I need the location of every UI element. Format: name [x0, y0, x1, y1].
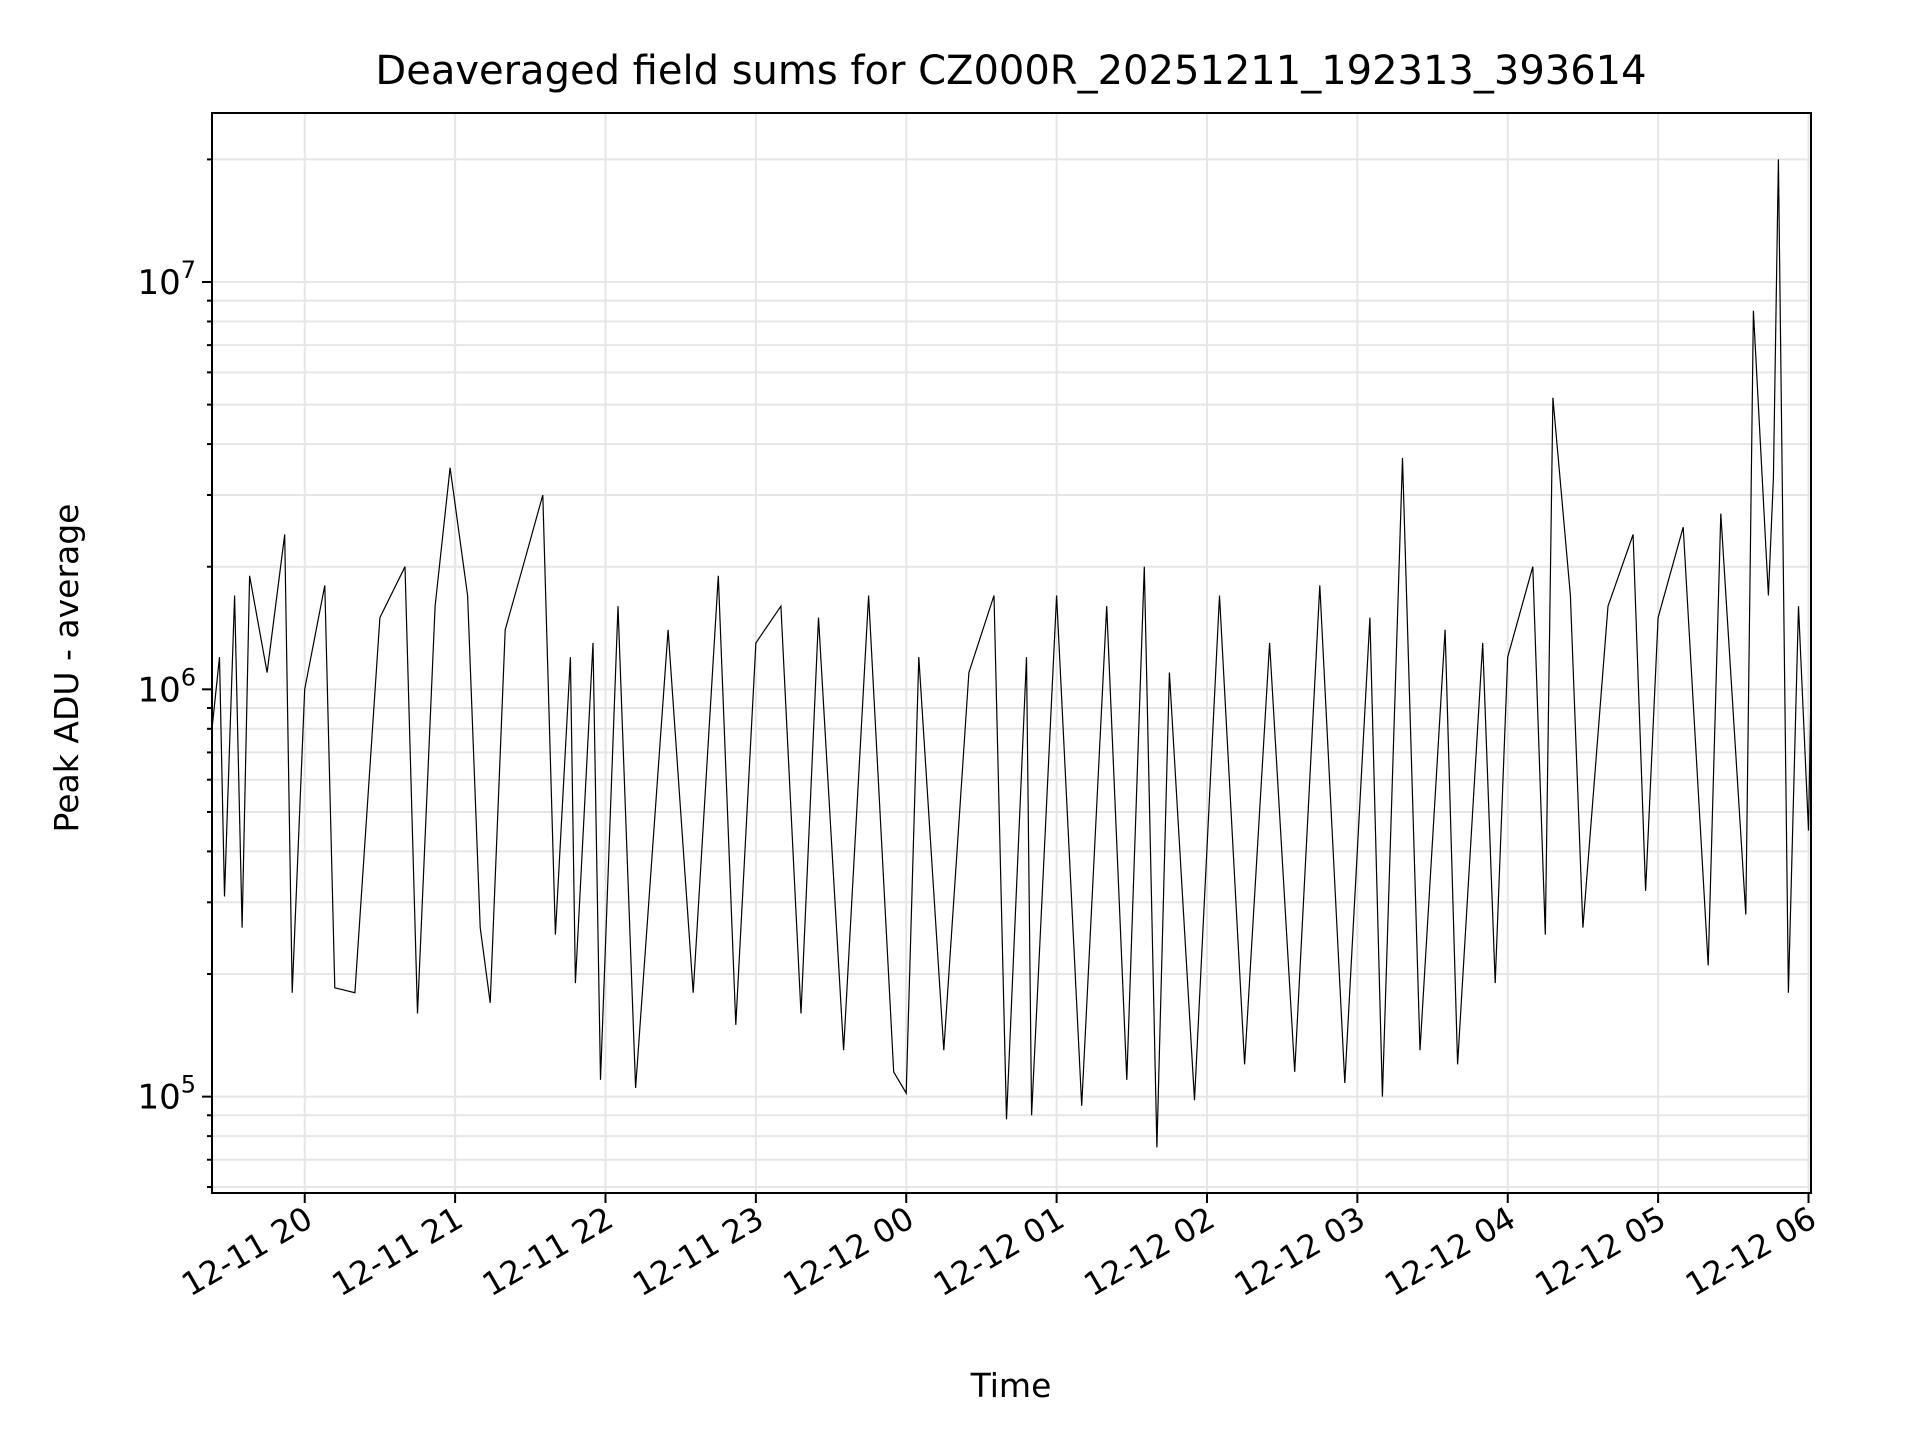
y-tick-label: 107: [137, 256, 196, 303]
data-series-line: [211, 159, 1812, 1148]
plot-frame: [211, 112, 1812, 1194]
y-tick-label: 105: [137, 1071, 196, 1118]
y-axis: 105 106 107: [137, 158, 212, 1189]
series-line: [211, 159, 1812, 1148]
grid-lines: [212, 113, 1811, 1193]
y-tick-label: 106: [137, 663, 196, 710]
chart-title: Deaveraged field sums for CZ000R_2025121…: [375, 48, 1646, 94]
x-axis-label: Time: [970, 1366, 1052, 1405]
y-axis-label: Peak ADU - average: [47, 504, 86, 833]
